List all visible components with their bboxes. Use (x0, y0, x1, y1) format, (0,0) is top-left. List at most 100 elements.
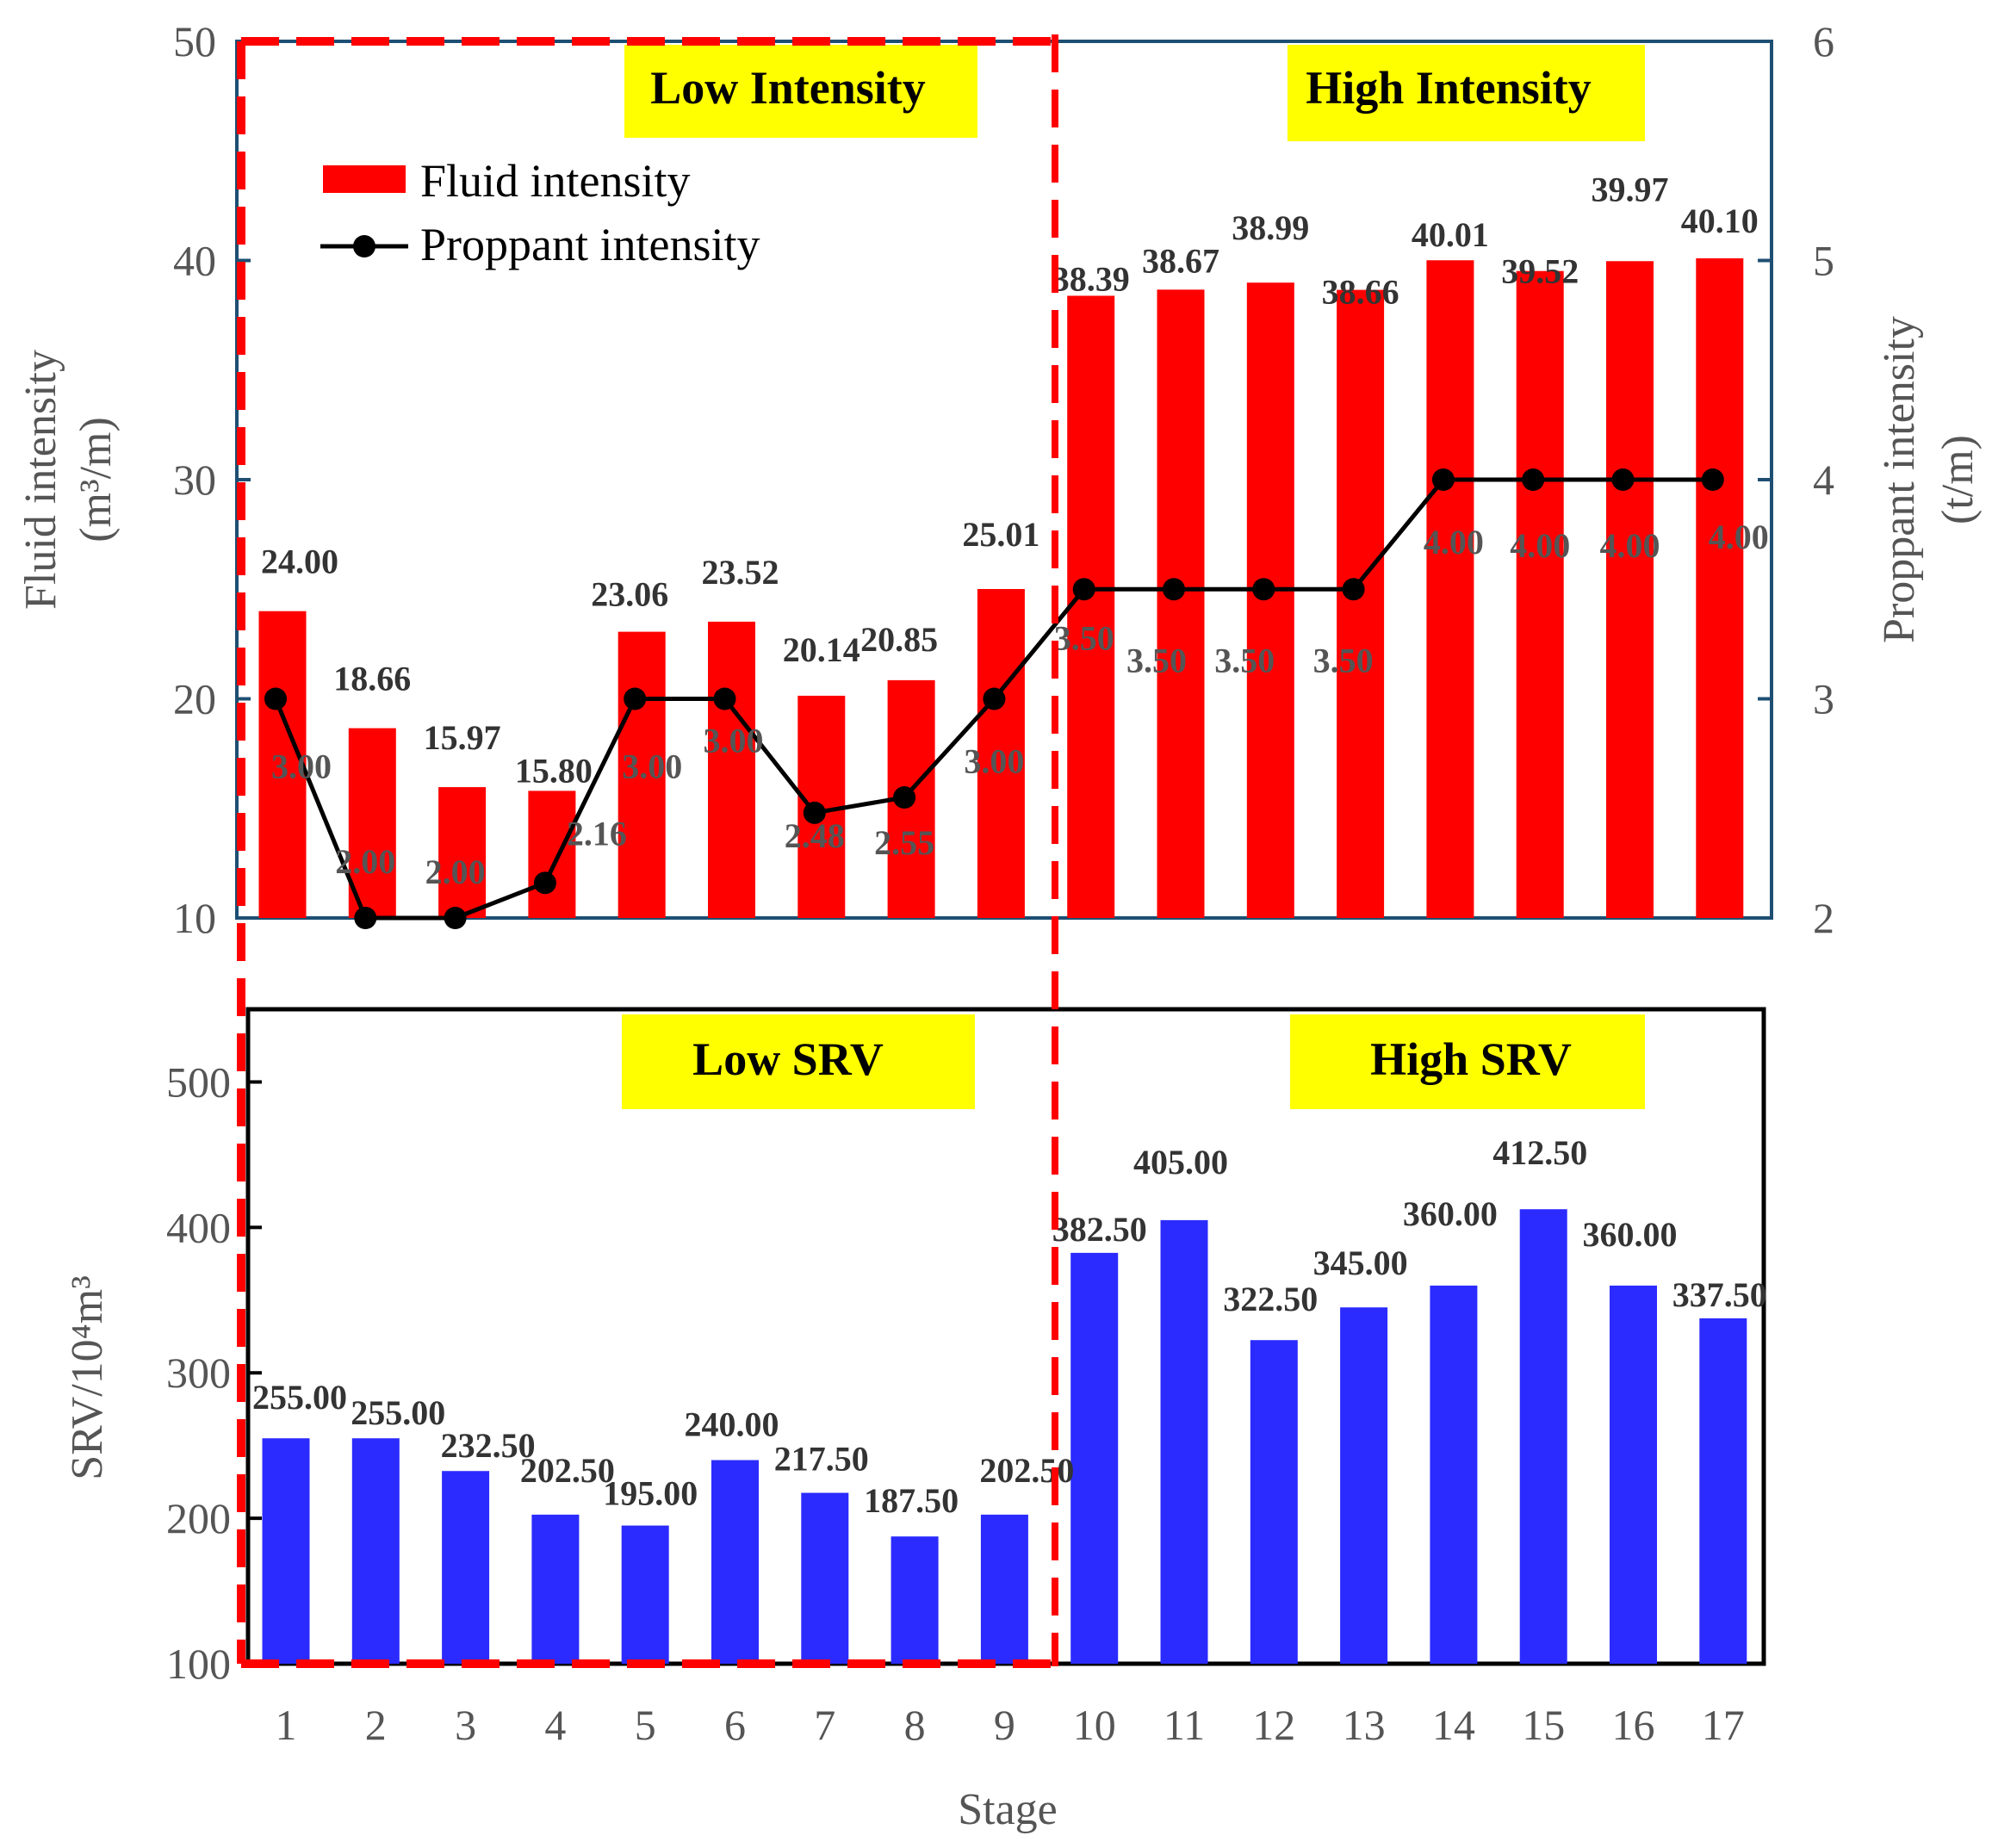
left-axis-unit: (m³/m) (71, 417, 121, 543)
srv-value-label-stage-3: 232.50 (441, 1426, 536, 1465)
srv-tick-label-300: 300 (166, 1349, 231, 1397)
proppant-value-label-stage-7: 2.48 (785, 816, 845, 855)
srv-value-label-stage-7: 217.50 (774, 1440, 869, 1479)
left-tick-label-50: 50 (173, 17, 216, 65)
srv-bar-stage-12 (1250, 1340, 1298, 1664)
srv-tick-label-400: 400 (166, 1203, 231, 1251)
stage-tick-13: 13 (1343, 1701, 1386, 1749)
srv-bar-stage-15 (1519, 1209, 1567, 1664)
stage-tick-12: 12 (1252, 1701, 1295, 1749)
fluid-bar-stage-13 (1337, 289, 1385, 918)
high-srv-box (1290, 1014, 1645, 1109)
proppant-marker-stage-10 (1072, 578, 1095, 601)
proppant-value-label-stage-9: 3.00 (964, 742, 1024, 781)
stage-tick-15: 15 (1522, 1701, 1565, 1749)
high-srv-label: High SRV (1370, 1033, 1572, 1085)
fluid-intensity-bars (258, 257, 1744, 919)
legend-fluid-label: Fluid intensity (420, 155, 691, 207)
fluid-bar-stage-15 (1516, 270, 1564, 918)
fluid-bar-stage-12 (1246, 282, 1294, 919)
proppant-intensity-line (264, 468, 1724, 929)
proppant-value-label-stage-10: 3.50 (1054, 618, 1114, 657)
srv-bar-stage-2 (351, 1438, 400, 1664)
fluid-value-label-stage-12: 38.99 (1232, 208, 1309, 247)
srv-value-label-stage-4: 202.50 (520, 1451, 615, 1490)
fluid-bar-stage-16 (1606, 261, 1654, 918)
proppant-value-label-stage-13: 3.50 (1313, 641, 1374, 679)
low-intensity-box (624, 45, 977, 138)
srv-tick-label-100: 100 (166, 1640, 231, 1688)
fluid-value-label-stage-11: 38.67 (1142, 241, 1219, 280)
right-axis-unit: (t/m) (1933, 435, 1983, 524)
fluid-value-label-stage-17: 40.10 (1681, 202, 1759, 240)
stage-tick-9: 9 (994, 1701, 1015, 1749)
x-axis-title: Stage (958, 1785, 1058, 1834)
srv-bar-stage-13 (1340, 1307, 1388, 1664)
right-tick-label-5: 5 (1813, 237, 1834, 285)
fluid-bar-stage-9 (977, 588, 1025, 918)
fluid-value-label-stage-10: 38.39 (1052, 259, 1130, 298)
stage-tick-6: 6 (724, 1701, 746, 1749)
fluid-value-label-stage-5: 23.06 (591, 575, 668, 614)
srv-bar-stage-3 (442, 1471, 490, 1664)
stage-tick-11: 11 (1164, 1701, 1205, 1749)
legend-fluid-swatch (323, 165, 406, 193)
srv-value-label-stage-12: 322.50 (1223, 1280, 1318, 1318)
left-tick-label-30: 30 (173, 456, 216, 504)
proppant-marker-stage-7 (803, 801, 826, 824)
srv-value-labels: 255.00 255.00232.50202.50195.00240.00217.… (252, 1133, 1767, 1520)
srv-bar-stage-9 (980, 1514, 1028, 1664)
fluid-value-label-stage-7: 20.14 (783, 630, 860, 669)
right-axis-title: Proppant intensity (1875, 316, 1924, 643)
legend: Fluid intensity Proppant intensity (320, 155, 760, 270)
fluid-bar-stage-17 (1696, 257, 1744, 919)
fluid-value-label-stage-13: 38.66 (1322, 273, 1399, 312)
low-intensity-label: Low Intensity (650, 62, 926, 114)
bottom-region-boxes: Low SRV High SRV (622, 1014, 1645, 1109)
srv-tick-label-200: 200 (166, 1494, 231, 1542)
fluid-value-label-stage-9: 25.01 (962, 515, 1039, 554)
srv-bar-stage-7 (801, 1492, 849, 1664)
stage-tick-5: 5 (635, 1701, 656, 1749)
proppant-marker-stage-17 (1701, 468, 1724, 491)
proppant-marker-stage-3 (444, 907, 467, 929)
proppant-value-label-stage-11: 3.50 (1126, 641, 1187, 679)
fluid-value-label-stage-16: 39.97 (1592, 170, 1669, 208)
right-tick-label-3: 3 (1813, 675, 1834, 723)
proppant-value-label-stage-3: 2.00 (425, 853, 486, 891)
proppant-marker-stage-16 (1611, 468, 1635, 491)
fluid-bar-stage-5 (617, 631, 666, 918)
fluid-value-label-stage-3: 15.97 (424, 718, 501, 757)
proppant-marker-stage-5 (624, 687, 647, 710)
high-intensity-box (1288, 45, 1645, 141)
srv-bar-stage-4 (531, 1514, 580, 1664)
srv-value-label-stage-10: 382.50 (1052, 1210, 1147, 1249)
stage-tick-4: 4 (544, 1701, 566, 1749)
stage-tick-3: 3 (455, 1701, 476, 1749)
fluid-bar-stage-10 (1067, 295, 1115, 918)
fluid-bar-stage-4 (528, 791, 576, 918)
low-srv-label: Low SRV (692, 1033, 884, 1085)
srv-bar-stage-1 (262, 1438, 310, 1664)
srv-value-label-stage-11: 405.00 (1133, 1143, 1228, 1181)
proppant-value-label-stage-4: 2.16 (567, 814, 627, 853)
srv-bars (262, 1209, 1747, 1664)
proppant-intensity-axis: 2 3 4 5 6 (1758, 17, 1834, 942)
proppant-value-label-stage-16: 4.00 (1600, 526, 1660, 565)
proppant-marker-stage-15 (1522, 468, 1545, 491)
legend-proppant-label: Proppant intensity (420, 219, 760, 270)
fluid-intensity-axis: 10 20 30 40 50 (173, 17, 251, 942)
srv-bar-stage-14 (1430, 1285, 1478, 1664)
fluid-value-label-stage-6: 23.52 (702, 553, 779, 592)
proppant-intensity-value-labels: 3.00 2.00 2.00 2.16 3.00 3.00 2.48 2.55 3.00 3.50… (271, 518, 1769, 891)
proppant-marker-stage-1 (264, 687, 287, 710)
fluid-value-label-stage-8: 20.85 (860, 620, 938, 659)
proppant-value-label-stage-14: 4.00 (1424, 523, 1484, 561)
proppant-value-label-stage-6: 3.00 (704, 722, 764, 760)
top-panel-intensity: Low Intensity High Intensity 24.0018.661… (16, 17, 1983, 942)
srv-bar-stage-11 (1160, 1219, 1208, 1664)
stage-tick-17: 17 (1702, 1701, 1745, 1749)
top-region-boxes: Low Intensity High Intensity (624, 45, 1645, 141)
